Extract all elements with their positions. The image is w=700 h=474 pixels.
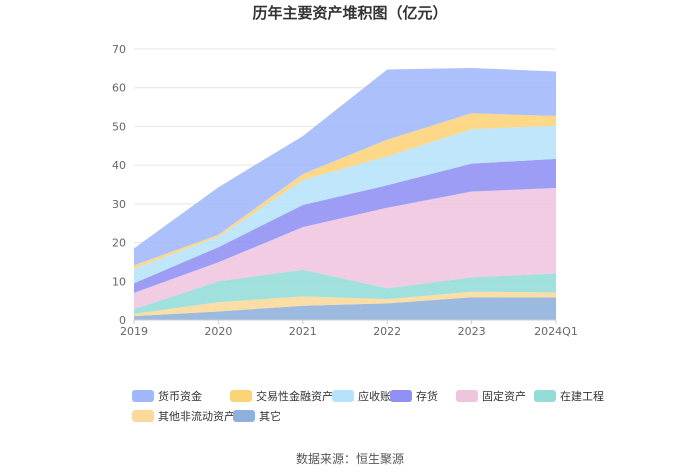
y-tick-label: 70 (112, 43, 126, 56)
chart-title: 历年主要资产堆积图（亿元） (252, 4, 448, 22)
area-其它[interactable] (134, 297, 556, 320)
legend-swatch (233, 410, 255, 422)
legend-item[interactable]: 货币资金 (132, 388, 202, 404)
y-tick-label: 40 (112, 159, 126, 172)
legend-label: 其它 (259, 410, 281, 423)
legend-item[interactable]: 其他非流动资产 (132, 408, 235, 424)
x-tick-label: 2024Q1 (534, 325, 578, 338)
area-应收账款[interactable] (134, 125, 556, 284)
legend-item[interactable]: 其它 (233, 408, 281, 424)
legend-item[interactable]: 在建工程 (534, 388, 604, 404)
legend-swatch (132, 390, 154, 402)
y-tick-label: 10 (112, 275, 126, 288)
legend-label: 在建工程 (560, 390, 604, 403)
x-tick-label: 2021 (289, 325, 317, 338)
legend-label: 存货 (416, 390, 438, 403)
x-tick-label: 2022 (373, 325, 401, 338)
y-tick-label: 50 (112, 120, 126, 133)
legend-item[interactable]: 交易性金融资产 (230, 388, 333, 404)
x-tick-label: 2023 (458, 325, 486, 338)
area-固定资产[interactable] (134, 188, 556, 310)
data-source: 数据来源：恒生聚源 (295, 452, 404, 466)
x-tick-label: 2020 (204, 325, 232, 338)
y-tick-label: 0 (119, 314, 126, 327)
legend-swatch (390, 390, 412, 402)
x-tick-label: 2019 (120, 325, 148, 338)
legend-swatch (132, 410, 154, 422)
axes: 0 10 20 30 40 50 60 70 2019 2020 2021 2022 2023 2024Q… (112, 43, 578, 338)
legend-label: 其他非流动资产 (158, 410, 235, 423)
legend-label: 固定资产 (482, 390, 526, 403)
area-货币资金[interactable] (134, 68, 556, 266)
legend-swatch (332, 390, 354, 402)
area-在建工程[interactable] (134, 269, 556, 314)
area-存货[interactable] (134, 158, 556, 293)
legend-label: 交易性金融资产 (256, 390, 333, 403)
legend-swatch (534, 390, 556, 402)
legend-swatch (456, 390, 478, 402)
legend-swatch (230, 390, 252, 402)
y-tick-label: 20 (112, 237, 126, 250)
y-tick-label: 30 (112, 198, 126, 211)
area-其他非流动资产[interactable] (134, 291, 556, 317)
legend-label: 货币资金 (158, 390, 202, 403)
legend-item[interactable]: 存货 (390, 388, 438, 404)
legend-item[interactable]: 固定资产 (456, 388, 526, 404)
area-series (134, 68, 556, 320)
y-tick-label: 60 (112, 82, 126, 95)
